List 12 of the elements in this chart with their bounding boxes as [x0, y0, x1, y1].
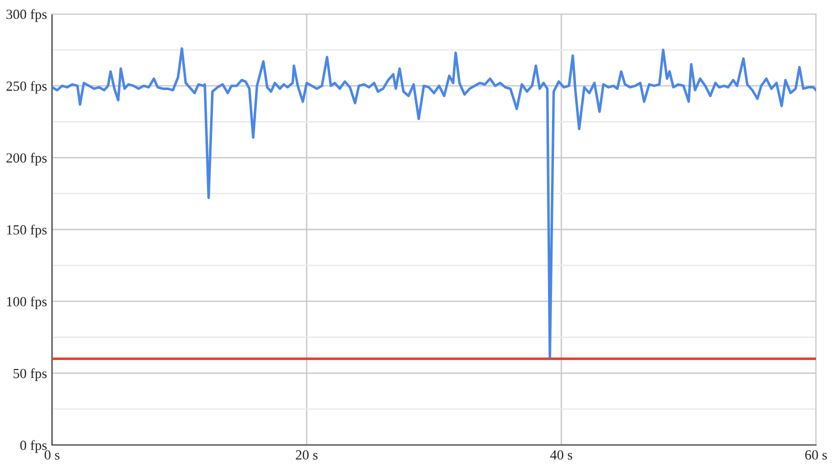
x-tick-label: 40 s: [550, 450, 572, 460]
y-tick-label: 250 fps: [6, 80, 47, 94]
line-series: [52, 47, 816, 359]
y-tick-label: 50 fps: [14, 368, 47, 382]
x-tick-label: 20 s: [296, 450, 318, 460]
x-tick-label: 0 s: [44, 450, 60, 460]
y-tick-label: 100 fps: [7, 296, 47, 310]
y-tick-label: 200 fps: [6, 152, 47, 166]
y-tick-label: 0 fps: [20, 440, 47, 453]
y-tick-label: 150 fps: [7, 224, 47, 238]
y-tick-label: 300 fps: [6, 9, 47, 22]
x-tick-label: 60 s: [805, 450, 827, 460]
